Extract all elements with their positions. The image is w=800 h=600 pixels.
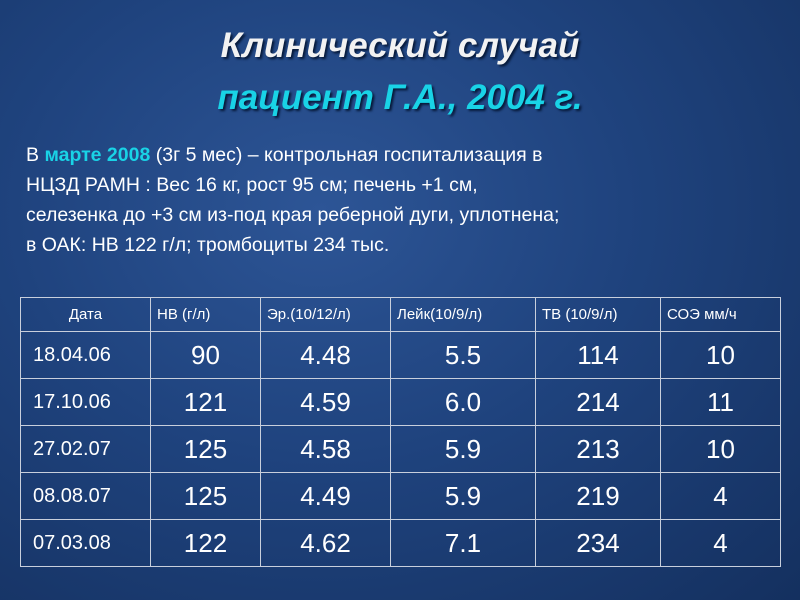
paragraph-line: селезенка до +3 см из-под края реберной … xyxy=(26,200,796,230)
value-cell: 125 xyxy=(150,425,261,473)
value-cell: 10 xyxy=(660,331,781,379)
value-cell: 5.5 xyxy=(390,331,536,379)
table-row: 27.02.07 125 4.58 5.9 213 10 xyxy=(20,425,781,473)
value-cell: 214 xyxy=(535,378,661,426)
value-cell: 6.0 xyxy=(390,378,536,426)
table-row: 08.08.07 125 4.49 5.9 219 4 xyxy=(20,472,781,520)
value-cell: 234 xyxy=(535,519,661,567)
table-row: 07.03.08 122 4.62 7.1 234 4 xyxy=(20,519,781,567)
table-row: 18.04.06 90 4.48 5.5 114 10 xyxy=(20,331,781,379)
column-header: ТВ (10/9/л) xyxy=(535,297,661,332)
value-cell: 4 xyxy=(660,472,781,520)
value-cell: 114 xyxy=(535,331,661,379)
table-body: 18.04.06 90 4.48 5.5 114 10 17.10.06 121 4.59 6.0… xyxy=(20,331,781,567)
value-cell: 213 xyxy=(535,425,661,473)
value-cell: 5.9 xyxy=(390,472,536,520)
value-cell: 7.1 xyxy=(390,519,536,567)
table-row: 17.10.06 121 4.59 6.0 214 11 xyxy=(20,378,781,426)
value-cell: 4.59 xyxy=(260,378,391,426)
value-cell: 219 xyxy=(535,472,661,520)
value-cell: 5.9 xyxy=(390,425,536,473)
data-table: Дата НВ (г/л) Эр.(10/12/л) Лейк(10/9/л) ТВ (… xyxy=(20,297,781,567)
date-cell: 27.02.07 xyxy=(20,425,151,473)
value-cell: 4.58 xyxy=(260,425,391,473)
value-cell: 4.62 xyxy=(260,519,391,567)
title-line: пациент Г.А., 2004 г. xyxy=(217,78,583,117)
header-row: Дата НВ (г/л) Эр.(10/12/л) Лейк(10/9/л) ТВ (… xyxy=(20,297,781,332)
column-header: Эр.(10/12/л) xyxy=(260,297,391,332)
value-cell: 4 xyxy=(660,519,781,567)
value-cell: 90 xyxy=(150,331,261,379)
column-header: Дата xyxy=(20,297,151,332)
paragraph-line: НЦЗД РАМН : Вес 16 кг, рост 95 см; печен… xyxy=(26,170,796,200)
paragraph-line: в ОАК: НВ 122 г/л; тромбоциты 234 тыс. xyxy=(26,230,796,260)
text-run: НЦЗД РАМН : Вес 16 кг, рост 95 см; печен… xyxy=(26,174,478,196)
value-cell: 122 xyxy=(150,519,261,567)
value-cell: 11 xyxy=(660,378,781,426)
column-header: НВ (г/л) xyxy=(150,297,261,332)
text-run: селезенка до +3 см из-под края реберной … xyxy=(26,204,560,226)
column-header: СОЭ мм/ч xyxy=(660,297,781,332)
paragraph: В марте 2008 (3г 5 мес) – контрольная го… xyxy=(26,140,796,260)
text-run: в ОАК: НВ 122 г/л; тромбоциты 234 тыс. xyxy=(26,234,390,256)
text-run: В xyxy=(26,144,45,166)
value-cell: 4.49 xyxy=(260,472,391,520)
value-cell: 125 xyxy=(150,472,261,520)
value-cell: 4.48 xyxy=(260,331,391,379)
value-cell: 121 xyxy=(150,378,261,426)
paragraph-line: В марте 2008 (3г 5 мес) – контрольная го… xyxy=(26,140,796,170)
date-cell: 07.03.08 xyxy=(20,519,151,567)
column-header: Лейк(10/9/л) xyxy=(390,297,536,332)
text-run: (3г 5 мес) – контрольная госпитализация … xyxy=(150,144,543,166)
date-cell: 08.08.07 xyxy=(20,472,151,520)
date-cell: 17.10.06 xyxy=(20,378,151,426)
date-cell: 18.04.06 xyxy=(20,331,151,379)
value-cell: 10 xyxy=(660,425,781,473)
title-line: Клинический случай xyxy=(220,26,580,65)
highlight: марте 2008 xyxy=(44,144,151,166)
